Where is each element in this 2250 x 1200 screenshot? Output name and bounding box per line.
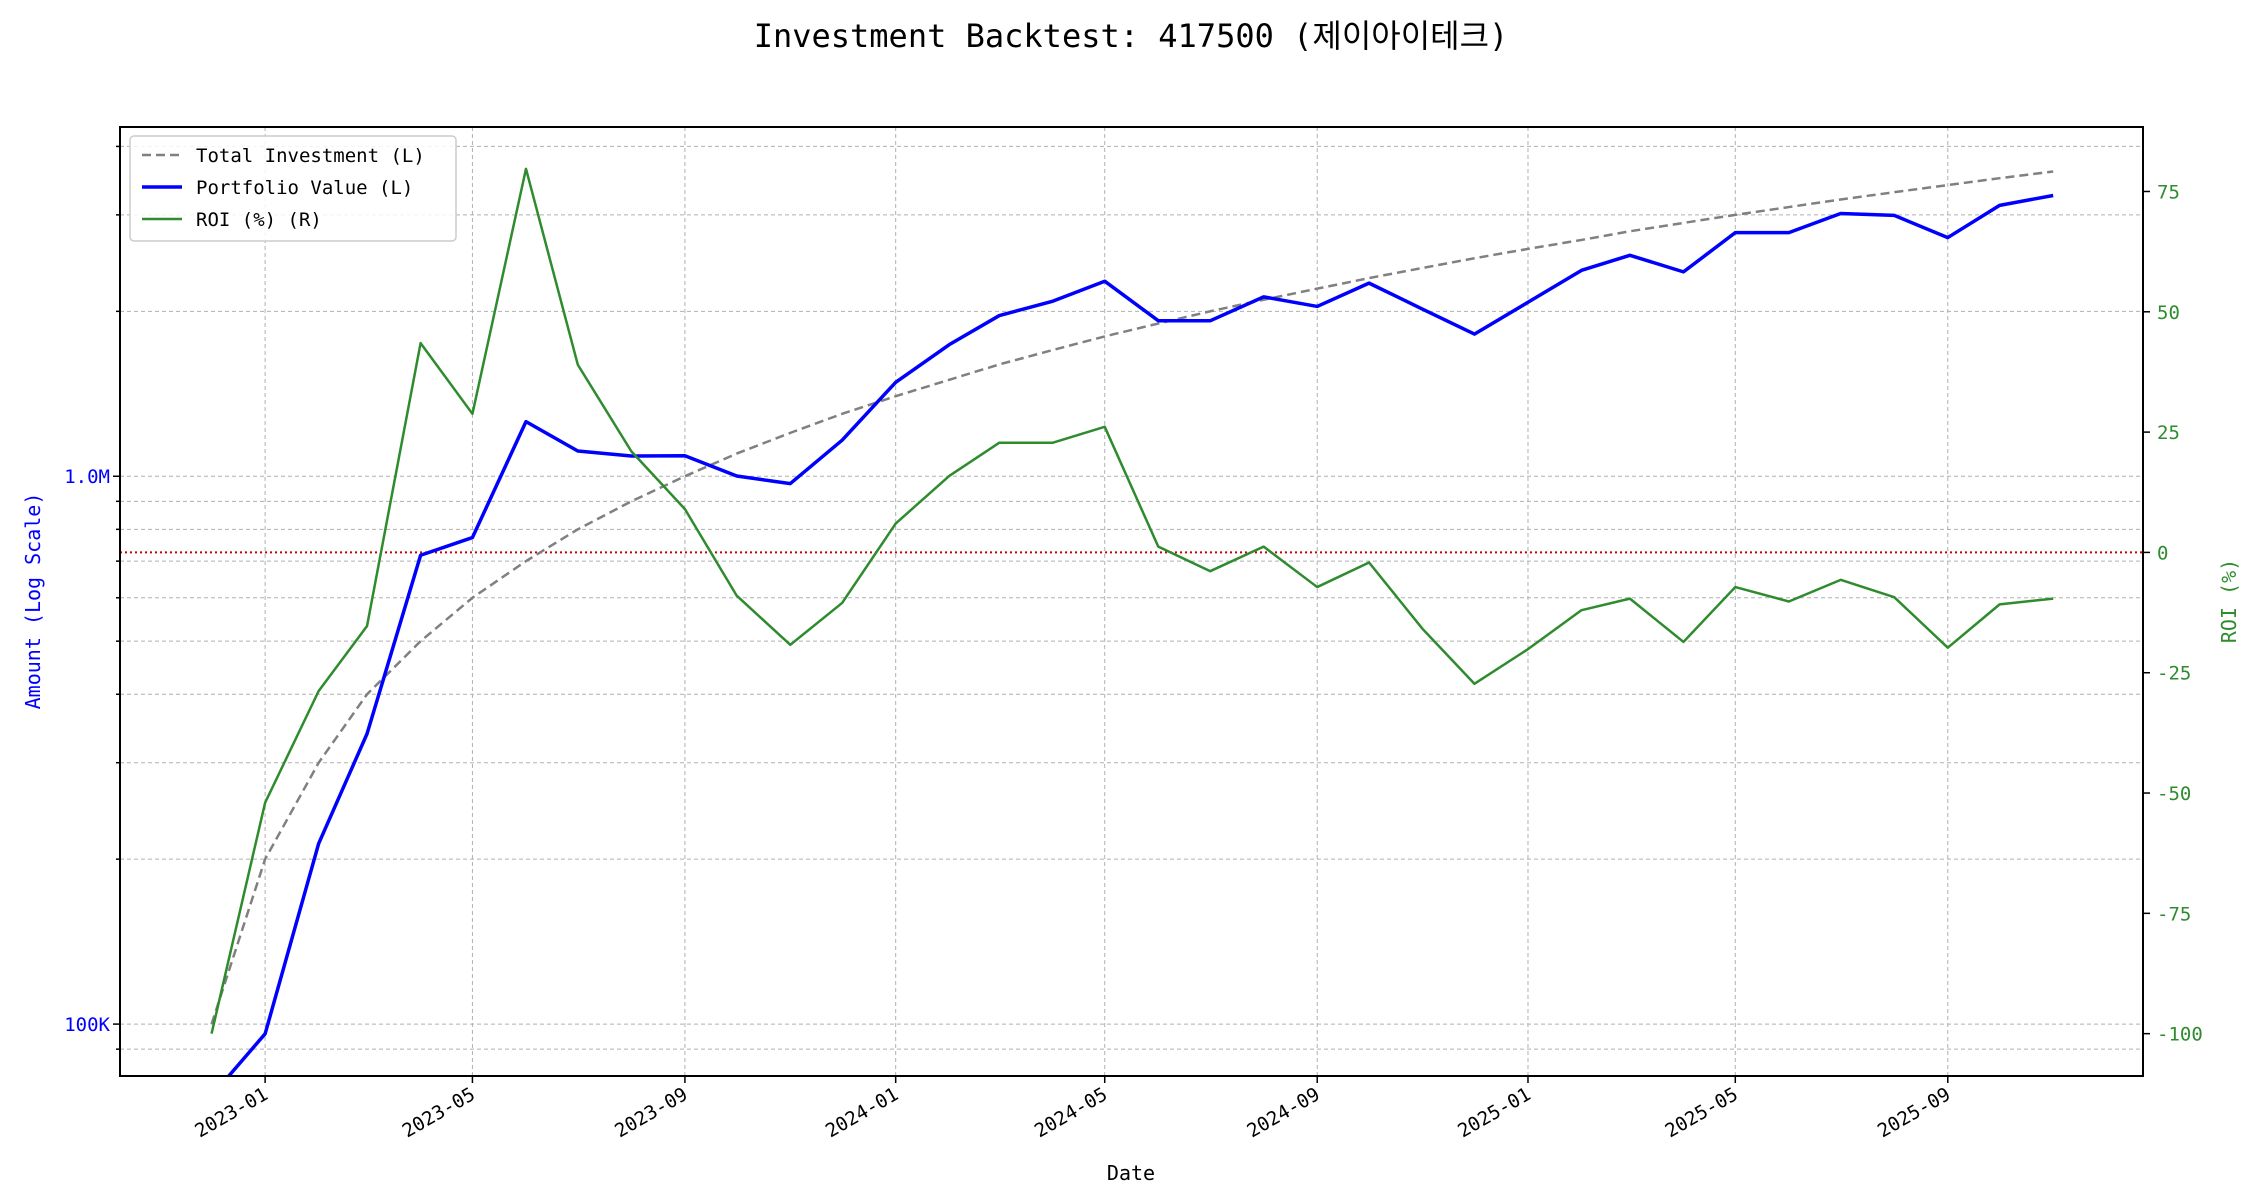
legend: Total Investment (L) Portfolio Value (L) R… <box>129 135 457 242</box>
x-tick-label: 2024-01 <box>822 1083 902 1142</box>
y-left-tick-label: 1.0M <box>64 466 110 488</box>
y-right-tick-label: 25 <box>2157 422 2180 444</box>
legend-label: ROI (%) (R) <box>196 209 322 231</box>
series-group <box>120 167 2143 1076</box>
x-tick-label: 2025-05 <box>1661 1083 1741 1142</box>
total-investment-line <box>210 170 2054 1025</box>
x-tick-label: 2023-09 <box>611 1083 691 1142</box>
y-right-tick-label: 0 <box>2157 542 2168 564</box>
roi-line <box>210 167 2054 1034</box>
y-right-tick-label: -50 <box>2157 783 2191 805</box>
legend-box <box>129 135 457 242</box>
y-right-tick-label: -75 <box>2157 903 2191 925</box>
y-right-tick-label: 75 <box>2157 181 2180 203</box>
y-right-tick-label: -25 <box>2157 663 2191 685</box>
chart-title: Investment Backtest: 417500 (제이아이테크) <box>754 17 1509 55</box>
legend-label: Portfolio Value (L) <box>196 177 413 199</box>
x-tick-label: 2025-09 <box>1874 1083 1954 1142</box>
grid-lines <box>120 127 2143 1076</box>
y-axis-right-label: ROI (%) <box>2217 559 2241 643</box>
y-axis-left-label: Amount (Log Scale) <box>21 493 45 710</box>
y-left-tick-label: 100K <box>64 1014 110 1036</box>
axis-ticks: 2023-01 2023-05 2023-09 2024-01 2024-05 2024-… <box>64 145 2203 1142</box>
x-tick-label: 2024-05 <box>1031 1083 1111 1142</box>
legend-label: Total Investment (L) <box>196 145 425 167</box>
x-tick-label: 2024-09 <box>1243 1083 1323 1142</box>
y-right-tick-label: -100 <box>2157 1024 2203 1046</box>
y-right-tick-label: 50 <box>2157 302 2180 324</box>
x-tick-label: 2025-01 <box>1454 1083 1534 1142</box>
x-tick-label: 2023-05 <box>399 1083 479 1142</box>
plot-frame <box>119 126 2144 1077</box>
portfolio-value-line <box>226 193 2054 1076</box>
x-tick-label: 2023-01 <box>191 1083 271 1142</box>
x-axis-label: Date <box>1107 1161 1155 1185</box>
